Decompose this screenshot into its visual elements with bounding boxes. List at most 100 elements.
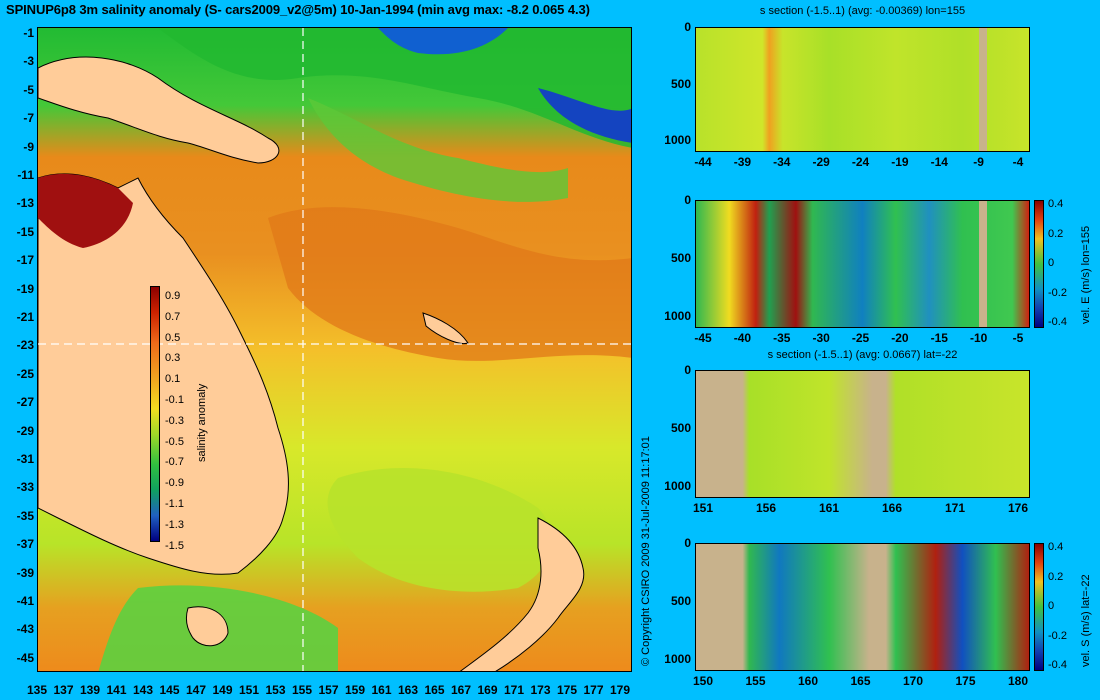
lat-tick-label: -45 — [16, 650, 34, 665]
lat-tick-label: -25 — [16, 366, 34, 381]
lat-tick-label: -5 — [23, 82, 34, 97]
lon-tick-label: 155 — [291, 683, 313, 697]
map-colorbar-tick: 0.5 — [165, 331, 181, 344]
lon-tick-label: 137 — [53, 683, 74, 697]
section-x-tick: 156 — [755, 501, 777, 515]
lat-tick-label: -37 — [16, 537, 34, 552]
section-colorbar-tick: -0.2 — [1048, 629, 1067, 642]
section-colorbar-tick: 0 — [1048, 257, 1055, 269]
section-colorbar-label: vel. S (m/s) lat=-22 — [1080, 574, 1092, 667]
lon-tick-label: 173 — [530, 683, 551, 697]
lon-tick-label: 151 — [238, 683, 260, 697]
section-x-tick: 180 — [1007, 674, 1029, 688]
section-x-tick: -45 — [694, 331, 712, 345]
section-x-tick: -5 — [1012, 331, 1024, 345]
land-new-zealand — [459, 517, 585, 671]
lon-tick-label: 135 — [26, 683, 48, 697]
fresh-water-patch — [378, 28, 508, 55]
map-colorbar — [150, 286, 160, 542]
map-colorbar-tick: 0.1 — [165, 373, 181, 386]
section-x-tick: -25 — [851, 331, 870, 345]
lat-tick-label: -27 — [16, 395, 34, 410]
section-plot[interactable] — [695, 370, 1030, 498]
land-tasmania — [185, 606, 229, 647]
section-land-column — [979, 201, 987, 327]
section-x-tick: 166 — [881, 501, 903, 515]
section-title: s section (-1.5..1) (avg: -0.00369) lon=… — [759, 5, 966, 17]
lon-tick-label: 147 — [185, 683, 207, 697]
lat-tick-label: -19 — [16, 281, 34, 296]
section-x-tick: 165 — [850, 674, 871, 688]
section-plot[interactable] — [695, 543, 1030, 671]
lat-tick-label: -9 — [23, 139, 34, 154]
map-colorbar-label: salinity anomaly — [196, 383, 208, 462]
map-colorbar-tick: -1.5 — [165, 539, 184, 552]
northern-fresh-band — [158, 28, 631, 148]
section-y-tick: 500 — [670, 251, 691, 265]
map-colorbar-tick: -0.7 — [165, 456, 184, 469]
section-colorbar — [1034, 200, 1044, 328]
lon-tick-label: 163 — [397, 683, 419, 697]
lon-tick-label: 169 — [477, 683, 498, 697]
section-y-tick: 0 — [684, 536, 691, 550]
section-x-tick: -10 — [969, 331, 988, 345]
section-x-tick: 155 — [745, 674, 766, 688]
lat-tick-label: -21 — [16, 310, 34, 324]
lat-tick-label: -31 — [16, 452, 34, 466]
section-x-tick: -29 — [812, 155, 830, 169]
section-plot[interactable] — [695, 200, 1030, 328]
lat-tick-label: -29 — [16, 423, 34, 438]
map-colorbar-tick: 0.3 — [165, 352, 181, 365]
section-x-tick: -14 — [930, 155, 948, 169]
section-x-tick: -40 — [733, 331, 752, 345]
lon-tick-label: 157 — [318, 683, 339, 697]
section-x-tick: -34 — [773, 155, 791, 169]
map-colorbar-tick: -1.1 — [165, 498, 184, 510]
section-y-tick: 1000 — [664, 652, 691, 666]
lat-tick-label: -23 — [16, 338, 34, 353]
salinity-map[interactable] — [37, 27, 632, 672]
lon-tick-label: 149 — [212, 683, 233, 697]
section-x-tick: 176 — [1007, 501, 1029, 515]
land-new-guinea — [38, 56, 280, 164]
lon-tick-label: 145 — [159, 683, 180, 697]
main-title: SPINUP6p8 3m salinity anomaly (S- cars20… — [6, 2, 590, 17]
map-colorbar-tick: -1.3 — [165, 518, 184, 531]
lat-tick-label: -7 — [23, 111, 34, 126]
lat-tick-label: -33 — [16, 480, 34, 495]
map-colorbar-tick: -0.9 — [165, 477, 184, 490]
lon-tick-label: 177 — [583, 683, 604, 697]
section-x-tick: 175 — [955, 674, 976, 688]
section-x-tick: 171 — [944, 501, 966, 515]
copyright-note: © Copyright CSIRO 2009 31-Jul-2009 11:17… — [640, 436, 652, 666]
lat-tick-label: -43 — [16, 622, 34, 637]
land-new-caledonia — [422, 312, 469, 345]
section-x-tick: 161 — [818, 501, 840, 515]
lat-tick-label: -35 — [16, 508, 34, 523]
lat-tick-label: -39 — [16, 565, 34, 580]
lat-tick-label: -17 — [16, 253, 34, 268]
section-x-tick: -20 — [891, 331, 909, 345]
lon-tick-label: 153 — [265, 683, 286, 697]
section-y-tick: 0 — [684, 20, 691, 34]
lat-tick-label: -15 — [16, 224, 34, 239]
section-y-tick: 1000 — [664, 309, 691, 323]
section-x-tick: -19 — [891, 155, 909, 169]
section-colorbar-tick: -0.4 — [1048, 316, 1067, 328]
section-x-tick: -39 — [733, 155, 752, 169]
lon-tick-label: 179 — [609, 683, 631, 697]
lon-tick-label: 175 — [556, 683, 578, 697]
section-land-column — [979, 28, 987, 151]
section-plot[interactable] — [695, 27, 1030, 152]
map-colorbar-tick: 0.9 — [165, 290, 181, 302]
section-colorbar-tick: 0 — [1048, 600, 1055, 612]
section-y-tick: 1000 — [664, 133, 691, 147]
section-x-tick: -4 — [1012, 155, 1024, 169]
section-x-tick: -9 — [973, 155, 984, 169]
fresh-water-patch-east — [538, 88, 631, 143]
section-title: s section (-1.5..1) (avg: 0.0667) lat=-2… — [767, 349, 958, 361]
map-colorbar-tick: -0.3 — [165, 414, 184, 427]
section-x-tick: -35 — [773, 331, 791, 345]
lat-tick-label: -1 — [23, 26, 34, 40]
map-colorbar-tick: -0.5 — [165, 435, 184, 448]
